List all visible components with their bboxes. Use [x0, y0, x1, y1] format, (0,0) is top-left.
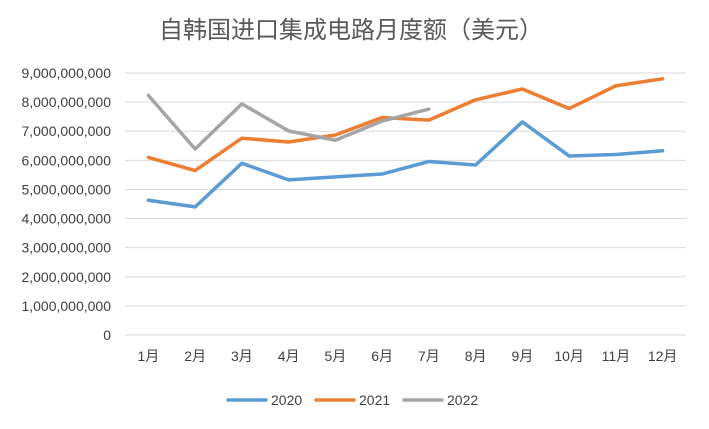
- x-tick-label: 3月: [231, 348, 253, 364]
- chart-title: 自韩国进口集成电路月度额（美元）: [159, 16, 543, 44]
- series-line-2020: [146, 120, 665, 209]
- x-tick-label: 4月: [278, 348, 300, 364]
- y-tick-label: 4,000,000,000: [21, 211, 111, 227]
- y-tick-label: 9,000,000,000: [21, 65, 111, 81]
- legend-label: 2020: [271, 392, 302, 408]
- gridlines: [125, 72, 686, 336]
- y-tick-label: 2,000,000,000: [21, 269, 111, 285]
- series-lines: [146, 77, 665, 209]
- y-tick-label: 5,000,000,000: [21, 181, 111, 197]
- x-tick-label: 10月: [554, 348, 584, 364]
- x-tick-label: 2月: [184, 348, 206, 364]
- x-tick-label: 5月: [324, 348, 346, 364]
- x-tick-label: 9月: [511, 348, 533, 364]
- legend-label: 2022: [447, 392, 478, 408]
- legend: 2020 2021 2022: [226, 392, 478, 408]
- series-line-2022: [146, 93, 431, 151]
- y-axis-ticks: 0 1,000,000,000 2,000,000,000 3,000,000,000…: [21, 65, 111, 343]
- y-tick-label: 1,000,000,000: [21, 298, 111, 314]
- x-tick-label: 8月: [465, 348, 487, 364]
- x-axis-ticks: 1月 2月 3月 4月 5月 6月 7月 8月 9月 10月 11月 12月: [137, 348, 677, 364]
- y-tick-label: 0: [103, 327, 111, 343]
- x-tick-label: 1月: [137, 348, 159, 364]
- series-line-2021: [146, 77, 665, 173]
- x-tick-label: 7月: [418, 348, 440, 364]
- y-tick-label: 3,000,000,000: [21, 240, 111, 256]
- x-tick-label: 12月: [648, 348, 678, 364]
- y-tick-label: 6,000,000,000: [21, 152, 111, 168]
- x-tick-label: 11月: [602, 348, 631, 364]
- x-tick-label: 6月: [371, 348, 393, 364]
- y-tick-label: 8,000,000,000: [21, 94, 111, 110]
- y-tick-label: 7,000,000,000: [21, 123, 111, 139]
- legend-label: 2021: [359, 392, 390, 408]
